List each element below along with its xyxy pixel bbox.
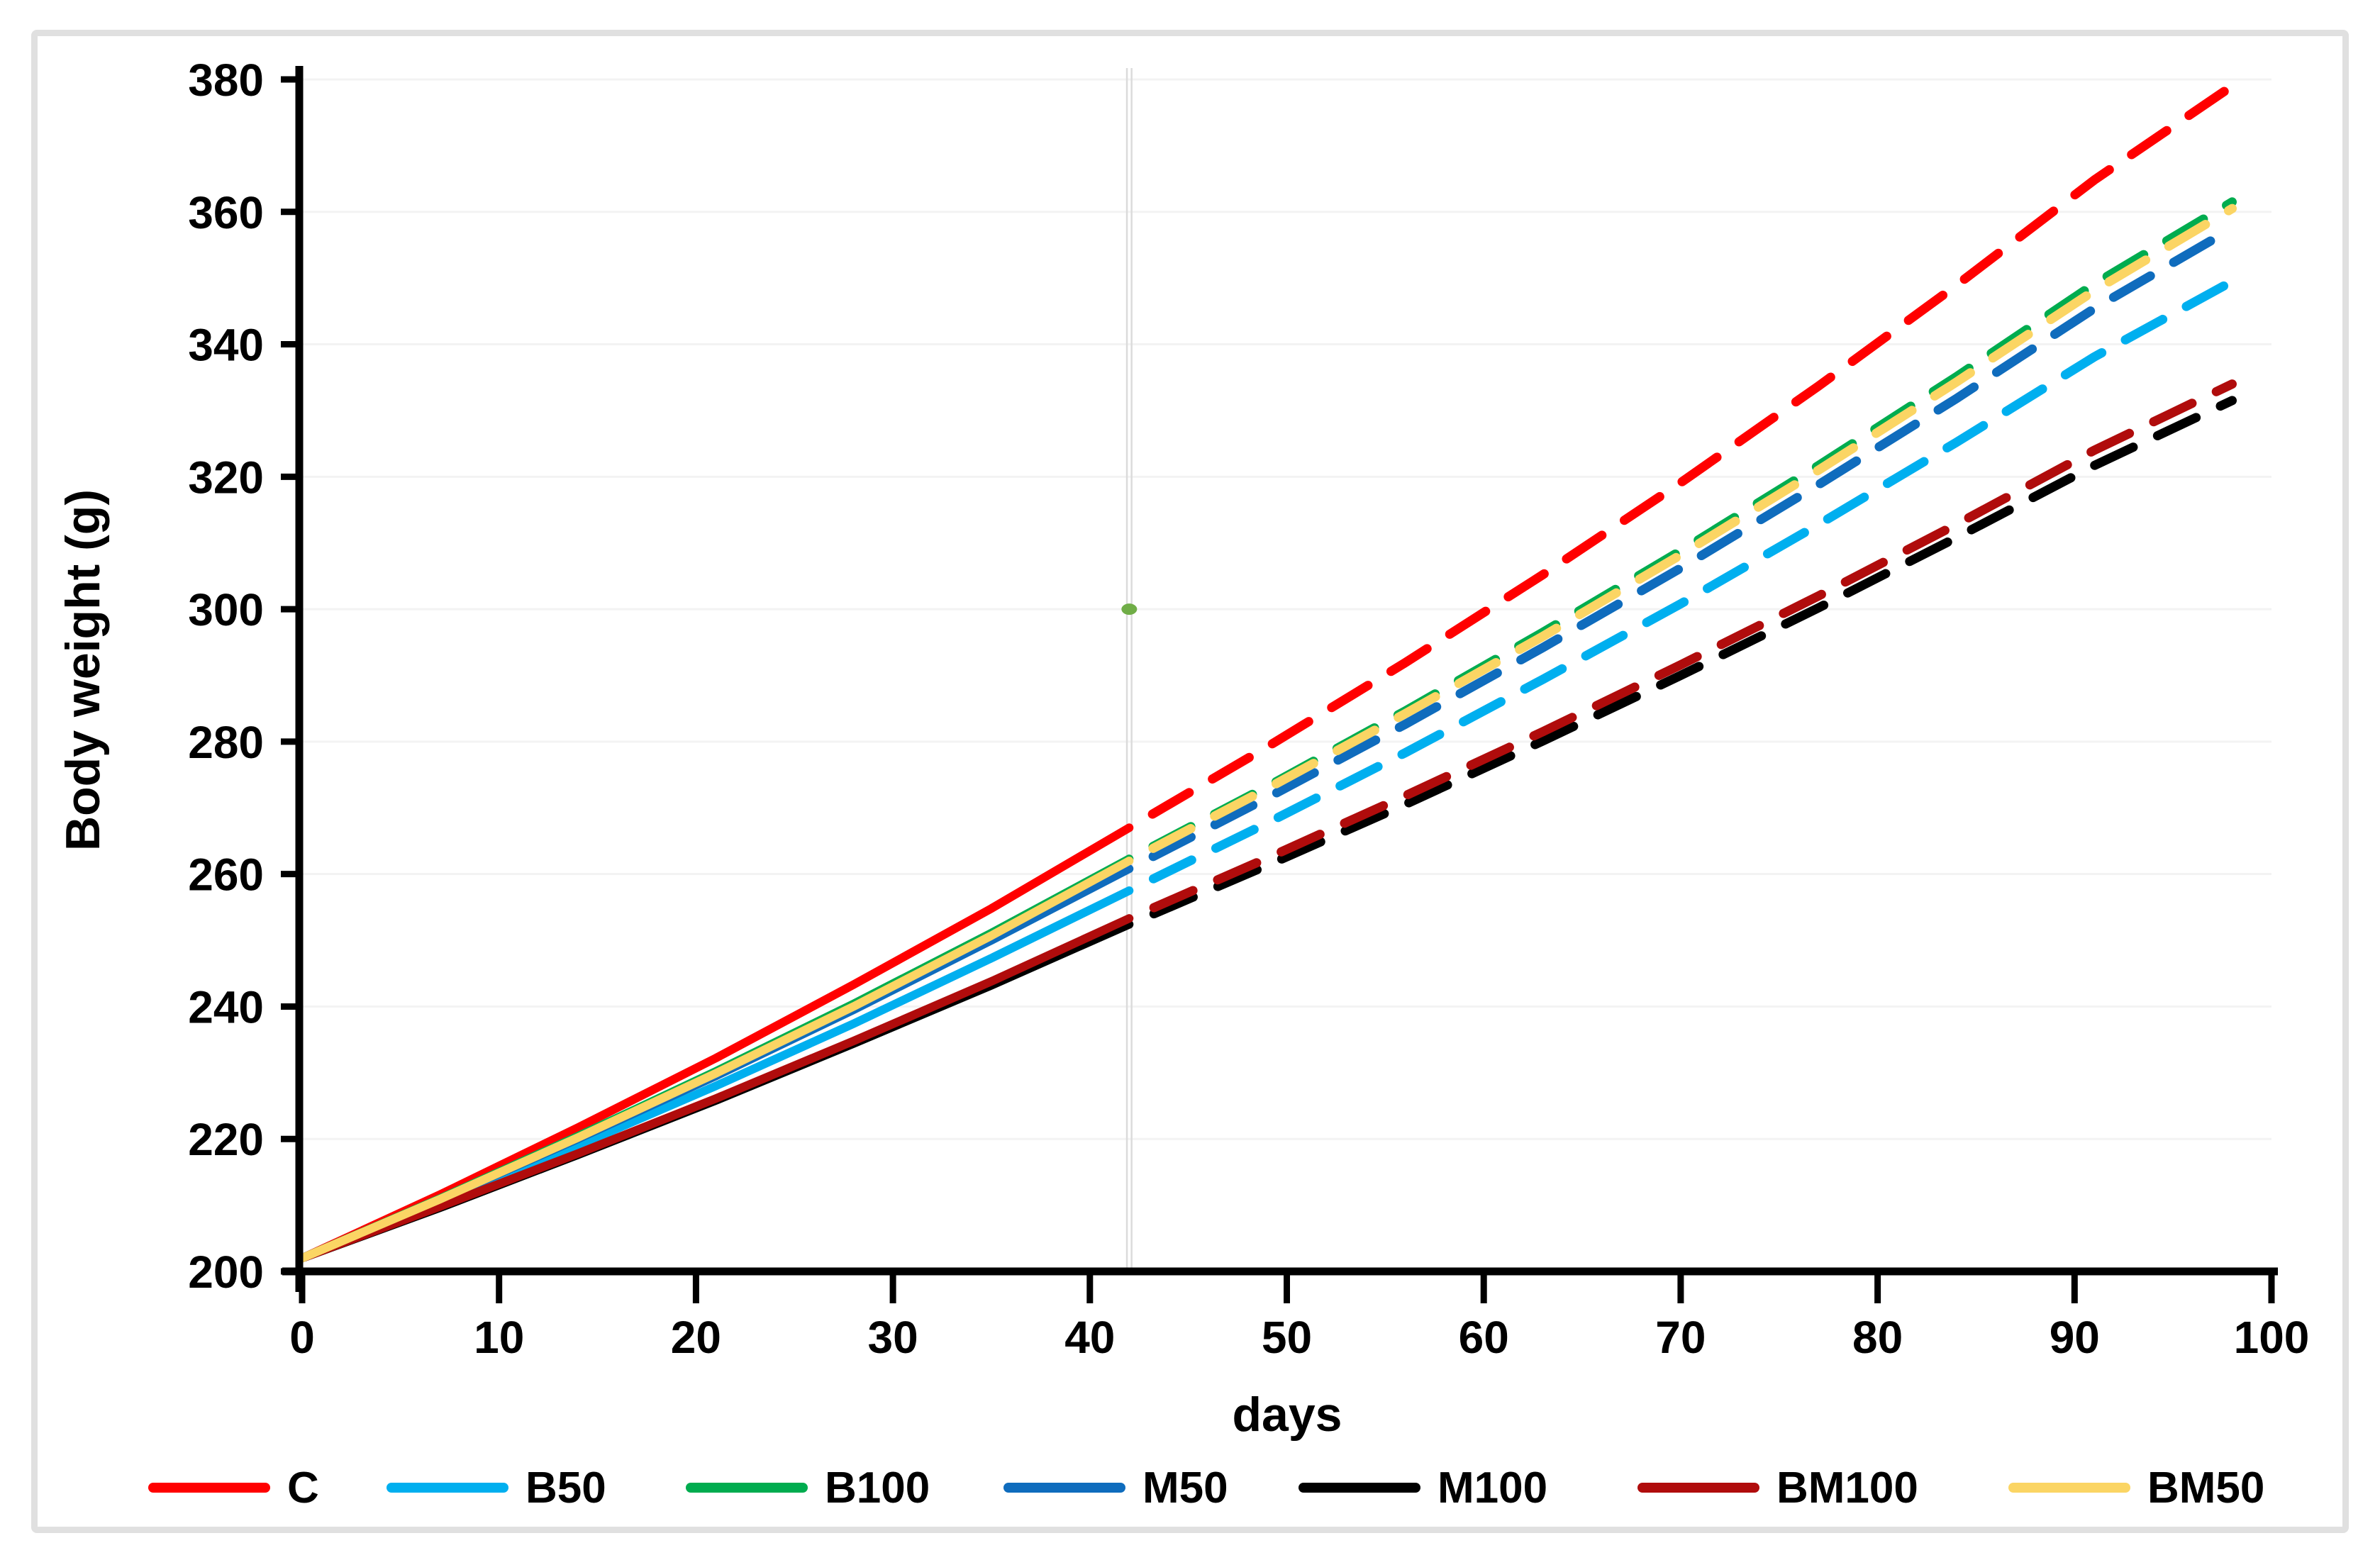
x-tick-label: 0 — [289, 1312, 315, 1363]
y-tick-label: 260 — [188, 849, 264, 901]
series-line-M50-dashed — [1124, 223, 2237, 874]
y-tick-label: 340 — [188, 320, 264, 371]
x-axis-title: days — [1233, 1388, 1342, 1442]
series-line-BM50-dashed — [1124, 204, 2237, 866]
x-tick-label: 60 — [1459, 1312, 1509, 1363]
series-line-B100-dashed — [1124, 197, 2237, 864]
y-tick-label: 200 — [188, 1247, 264, 1298]
series-lines — [298, 81, 2237, 1263]
y-tick-label: 360 — [188, 187, 264, 238]
y-axis-title: Body weight (g) — [56, 489, 110, 851]
x-tick-label: 40 — [1064, 1312, 1115, 1363]
y-tick-label: 220 — [188, 1114, 264, 1165]
series-line-M100-dashed — [1124, 396, 2237, 930]
x-tick-label: 100 — [2234, 1312, 2310, 1363]
x-tick-label: 20 — [671, 1312, 721, 1363]
series-line-BM100-solid — [298, 914, 1134, 1263]
reference-lines — [1125, 68, 1133, 1271]
x-tick-label: 80 — [1852, 1312, 1903, 1363]
axes — [281, 66, 2278, 1303]
annotation-dot — [1121, 603, 1138, 615]
y-tick-label: 320 — [188, 452, 264, 503]
y-tick-label: 280 — [188, 717, 264, 768]
series-line-BM100-dashed — [1124, 379, 2237, 923]
tick-labels: 0 10 20 30 40 50 60 70 80 90 100 200 220 240 260 280 300… — [188, 55, 2309, 1363]
series-line-BM50-solid — [298, 857, 1134, 1263]
y-tick-label: 380 — [188, 55, 264, 106]
series-line-C-solid — [298, 823, 1134, 1263]
y-tick-label: 300 — [188, 584, 264, 635]
x-tick-label: 10 — [474, 1312, 524, 1363]
series-line-B50-dashed — [1124, 277, 2237, 896]
gridlines — [302, 78, 2271, 1140]
x-tick-label: 70 — [1655, 1312, 1706, 1363]
y-tick-label: 240 — [188, 981, 264, 1032]
series-line-C-dashed — [1124, 81, 2237, 832]
x-tick-label: 30 — [868, 1312, 918, 1363]
x-tick-label: 90 — [2050, 1312, 2100, 1363]
x-tick-label: 50 — [1262, 1312, 1312, 1363]
